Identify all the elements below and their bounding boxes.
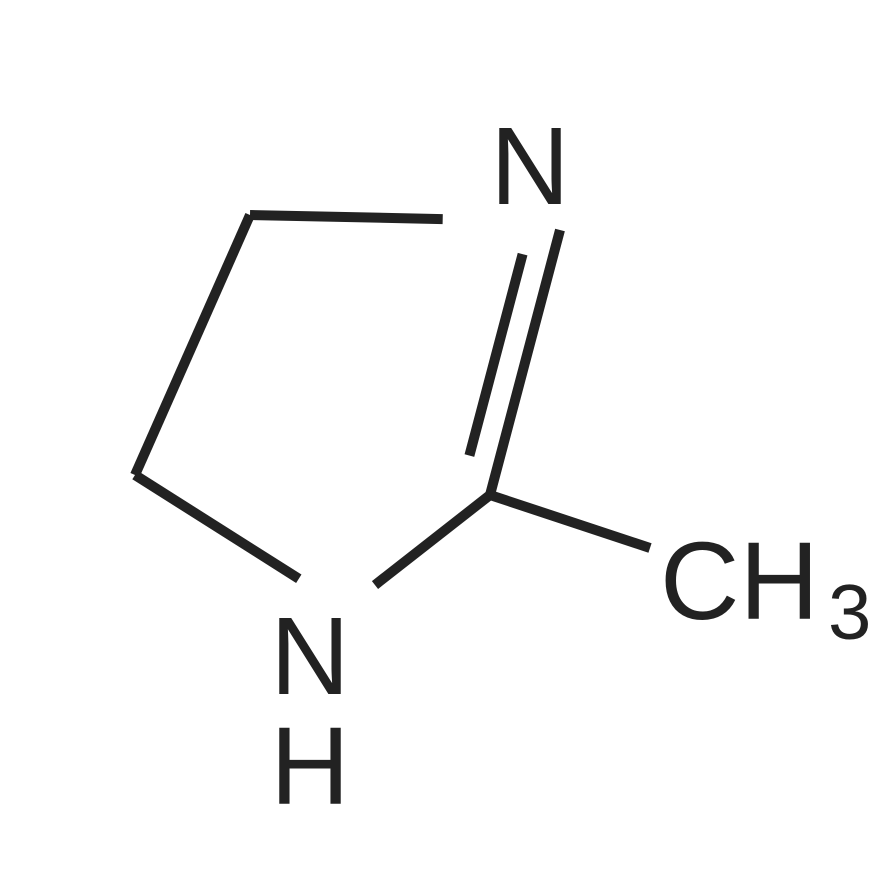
- svg-text:3: 3: [828, 568, 871, 656]
- molecule-diagram: NNHCH3: [0, 0, 890, 890]
- svg-text:N: N: [490, 105, 569, 228]
- svg-text:H: H: [270, 705, 349, 828]
- svg-text:CH: CH: [660, 520, 819, 643]
- svg-text:N: N: [270, 595, 349, 718]
